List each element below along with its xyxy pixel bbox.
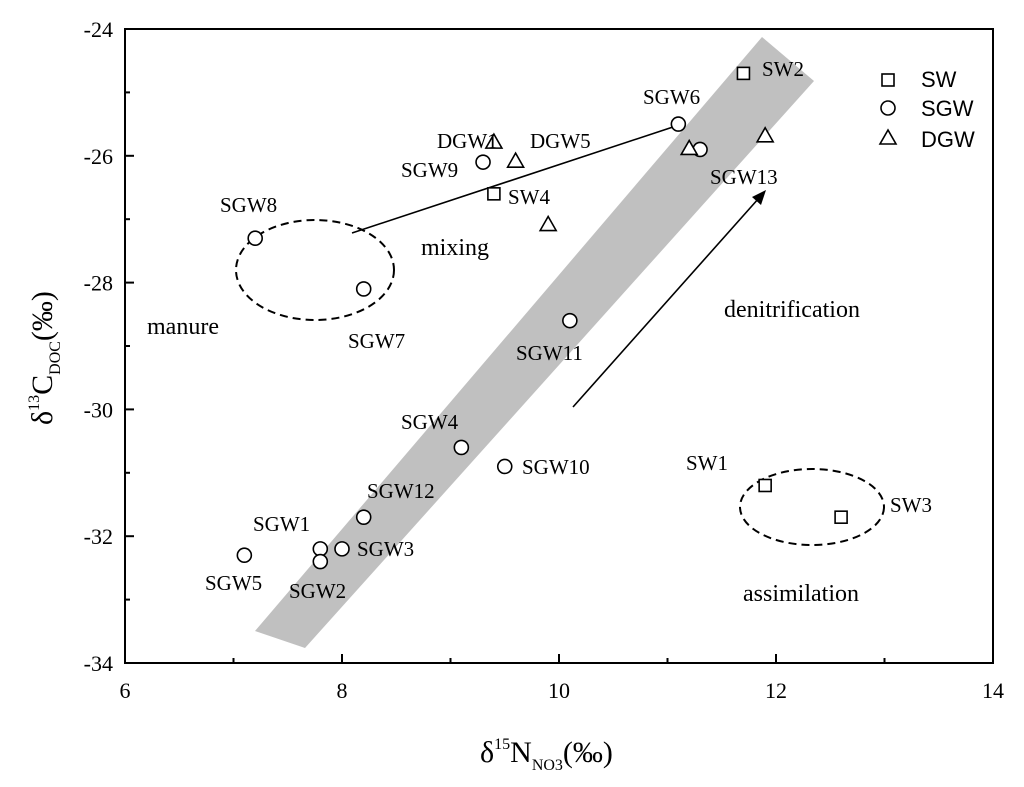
y-tick-label: -30 [84,397,113,422]
y-axis-ticks: -34 -32 -30 -28 -26 -24 [84,17,134,676]
y-tick-label: -26 [84,144,113,169]
x-tick-label: 6 [120,678,131,703]
marker-sw-sw3 [834,510,848,524]
mixing-line [351,125,677,234]
y-axis-title: δ13CDOC(‰) [26,291,64,425]
label-SGW6: SGW6 [643,85,700,109]
y-tick-label: -24 [84,17,113,42]
marker-sgw-sgw11 [562,312,578,329]
marker-dgw [538,214,558,232]
legend-sw: SW [921,67,957,92]
label-SGW13: SGW13 [710,165,778,189]
x-tick-label: 14 [982,678,1004,703]
label-SGW2: SGW2 [289,579,346,603]
label-SW1: SW1 [686,451,728,475]
marker-sw-sw2 [736,66,751,81]
manure-ellipse [235,219,395,321]
annotation-denitrification: denitrification [724,297,860,323]
x-axis-title: δ15NNO3(‰) [480,736,613,774]
point-labels: SW2 SW4 SW1 SW3 SGW6 DGW1 DGW5 SGW9 SGW1… [205,57,932,603]
annotation-assimilation: assimilation [743,581,859,607]
y-tick-label: -32 [84,524,113,549]
legend-triangle-marker [878,128,898,145]
marker-sgw-sgw6 [670,116,687,132]
marker-dgw-dgw5 [506,151,525,168]
legend-dgw: DGW [921,127,975,152]
marker-sgw-sgw8 [247,230,263,247]
annotation-manure: manure [147,314,219,340]
label-SGW9: SGW9 [401,158,458,182]
denitrification-band [255,37,814,648]
label-SGW8: SGW8 [220,193,277,217]
denitrification-arrow-shaft [572,197,760,408]
denitrification-arrow-head [752,190,766,205]
label-SW4: SW4 [508,185,551,209]
label-DGW5: DGW5 [530,129,591,153]
label-SW2: SW2 [762,57,804,81]
legend-circle-marker [880,100,896,116]
label-SGW3: SGW3 [357,537,414,561]
y-tick-label: -34 [84,651,113,676]
x-tick-label: 10 [548,678,570,703]
marker-dgw [755,126,775,143]
label-SGW5: SGW5 [205,571,262,595]
y-tick-label: -28 [84,271,113,296]
marker-sgw-sgw3 [334,541,350,557]
legend: SW SGW DGW [878,67,975,152]
annotation-mixing: mixing [421,235,489,261]
label-SGW4: SGW4 [401,410,459,434]
assimilation-ellipse [739,468,885,546]
marker-sgw-sgw12 [355,509,372,525]
marker-dgw [679,138,699,156]
label-SGW10: SGW10 [522,455,590,479]
x-tick-label: 12 [765,678,787,703]
label-SGW7: SGW7 [348,329,405,353]
marker-sgw-sgw10 [496,458,513,475]
marker-sgw-sgw2 [312,553,329,570]
x-axis-ticks: 6 8 10 12 14 [120,654,1004,703]
legend-square-marker [881,73,895,87]
marker-dgw-dgw1 [484,132,504,149]
marker-sgw-sgw7 [355,281,372,297]
label-SGW11: SGW11 [516,341,583,365]
marker-sgw-sgw9 [475,154,491,170]
label-DGW1: DGW1 [437,129,498,153]
marker-sgw-sgw4 [453,439,470,456]
marker-sgw-sgw5 [236,547,253,564]
label-SW3: SW3 [890,493,932,517]
x-tick-label: 8 [337,678,348,703]
marker-sw-sw1 [758,478,772,493]
legend-sgw: SGW [921,96,974,121]
data-markers [236,66,848,570]
label-SGW12: SGW12 [367,479,435,503]
label-SGW1: SGW1 [253,512,310,536]
marker-sw-sw4 [487,187,501,201]
